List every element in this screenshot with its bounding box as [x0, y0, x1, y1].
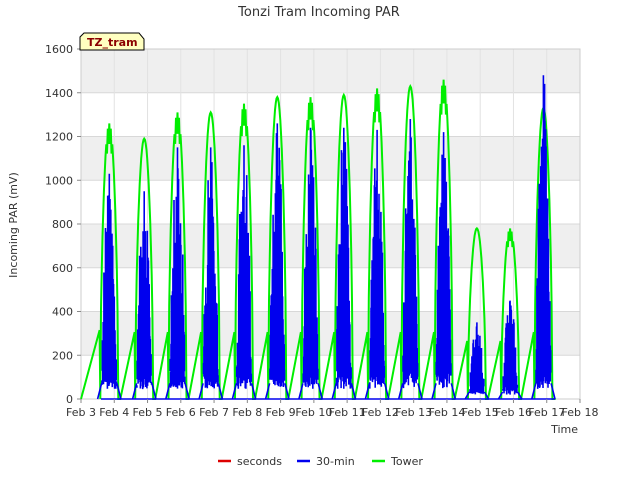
series-30-min	[96, 75, 556, 400]
x-tick-label: Feb 6	[166, 406, 196, 419]
plot-bands	[81, 49, 580, 356]
x-tick-label: Feb 17	[528, 406, 565, 419]
y-tick-label: 600	[52, 262, 73, 275]
x-tick-label: Feb 9	[266, 406, 296, 419]
y-tick-label: 800	[52, 218, 73, 231]
x-tick-label: Feb 8	[232, 406, 262, 419]
legend-label-tower: Tower	[390, 455, 423, 468]
y-axis-ticks: 0 200 400 600 800 1000 1200 1400 1600	[45, 43, 81, 406]
x-tick-label: Feb 5	[133, 406, 163, 419]
chart-title: Tonzi Tram Incoming PAR	[237, 5, 400, 20]
x-tick-label: Feb 18	[562, 406, 599, 419]
x-tick-label: Feb 12	[362, 406, 399, 419]
y-tick-label: 1000	[45, 174, 73, 187]
y-tick-label: 0	[66, 393, 73, 406]
x-tick-label: Feb 16	[495, 406, 532, 419]
x-tick-label: Feb 11	[329, 406, 366, 419]
x-tick-label: Feb 7	[199, 406, 229, 419]
plot-band	[81, 136, 580, 181]
y-axis-title: Incoming PAR (mV)	[7, 172, 20, 278]
x-tick-label: Feb 3	[66, 406, 96, 419]
plot-band	[81, 49, 580, 93]
badge-shape	[79, 32, 145, 51]
legend-label-30-min: 30-min	[316, 455, 355, 468]
x-tick-label: Feb 4	[99, 406, 129, 419]
x-tick-label: Feb 15	[462, 406, 499, 419]
x-axis-title: Time	[550, 423, 578, 436]
legend: seconds 30-min Tower	[218, 455, 423, 468]
plot-band	[81, 224, 580, 268]
x-tick-label: Feb 14	[428, 406, 465, 419]
x-tick-label: Feb 10	[295, 406, 332, 419]
x-tick-label: Feb 13	[395, 406, 432, 419]
y-tick-label: 1600	[45, 43, 73, 56]
badge-label: TZ_tram	[87, 36, 138, 49]
y-tick-label: 200	[52, 349, 73, 362]
y-tick-label: 400	[52, 306, 73, 319]
legend-label-seconds: seconds	[237, 455, 282, 468]
y-tick-label: 1200	[45, 131, 73, 144]
y-tick-label: 1400	[45, 87, 73, 100]
station-badge: TZ_tram	[79, 32, 145, 51]
x-axis-ticks: Feb 3 Feb 4 Feb 5 Feb 6 Feb 7 Feb 8 Feb 9 Feb 1…	[66, 399, 598, 419]
